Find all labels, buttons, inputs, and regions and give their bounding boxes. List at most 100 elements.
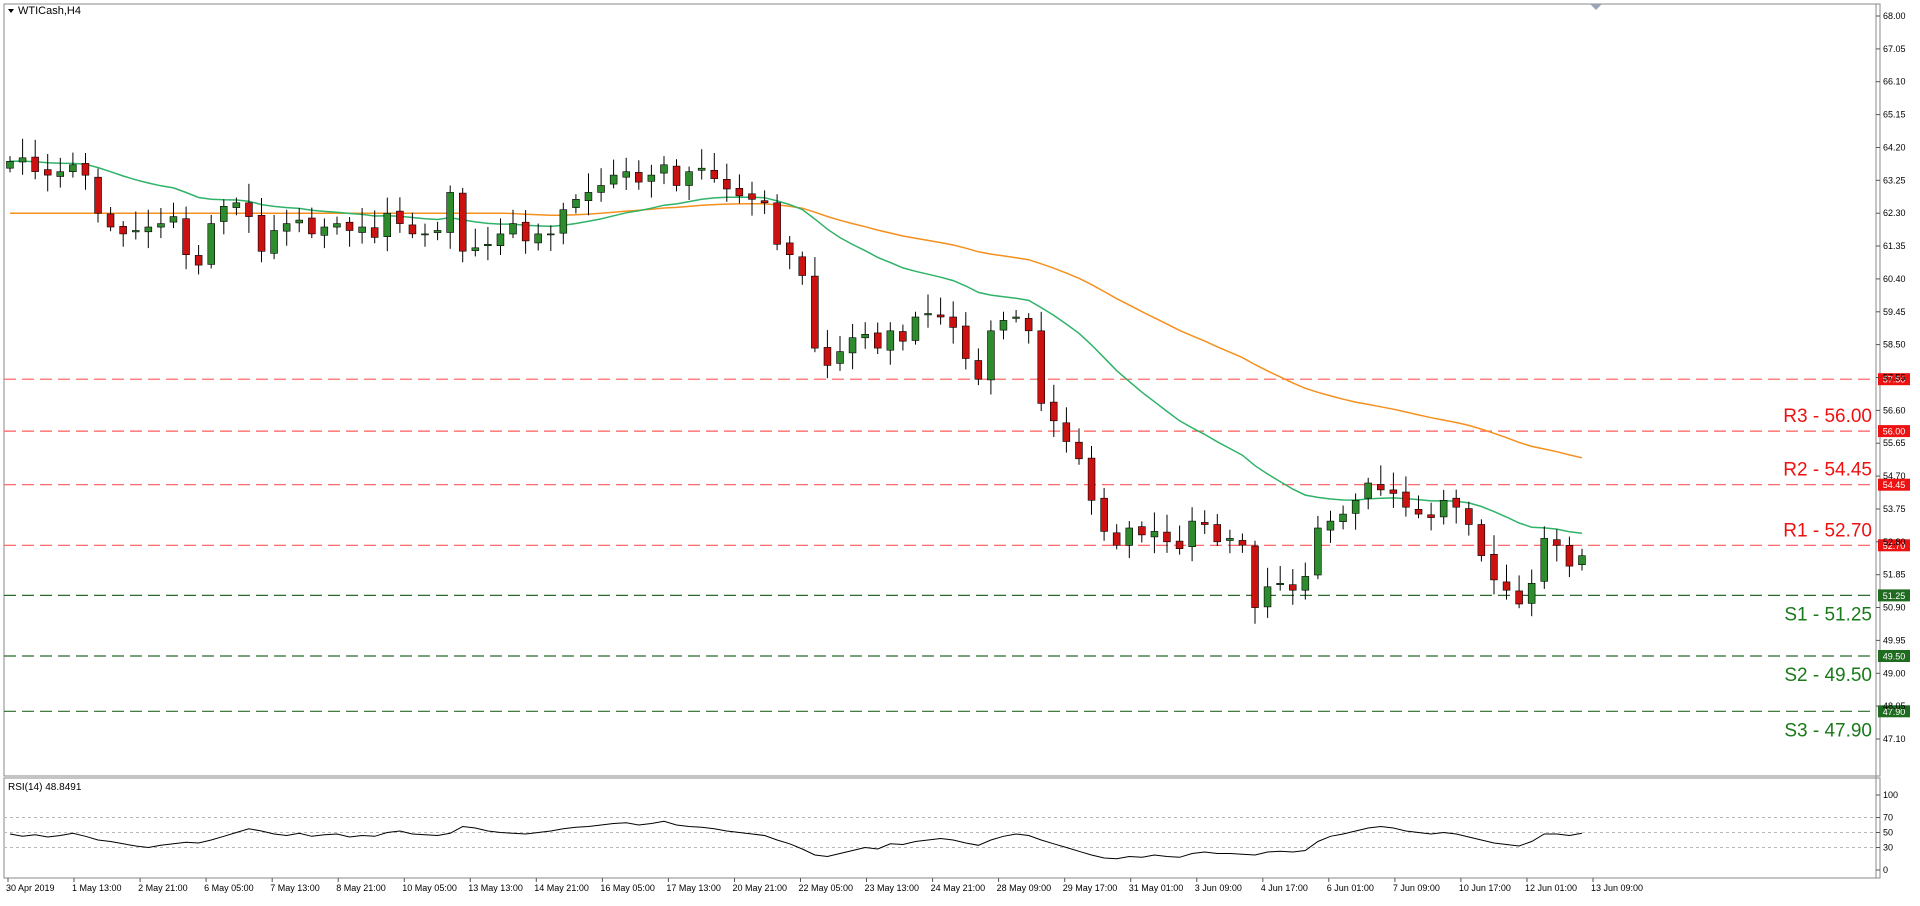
chart-title: WTICash,H4 (18, 5, 81, 17)
y-tick-label: 63.25 (1883, 175, 1906, 185)
chart-shift-marker-icon[interactable] (1590, 4, 1602, 10)
candle-body (1351, 499, 1360, 514)
level-r3-price-tag-text: 56.00 (1883, 427, 1906, 437)
candle-body (999, 320, 1008, 331)
dropdown-triangle-icon[interactable] (8, 9, 14, 13)
level-r2-price-tag-text: 54.45 (1883, 480, 1906, 490)
x-tick-label: 13 Jun 09:00 (1591, 883, 1643, 893)
candle-body (1112, 532, 1121, 546)
candle-body (308, 217, 316, 235)
candle-body (1452, 497, 1461, 508)
candle-body (974, 360, 983, 380)
moving-averages-layer (9, 160, 1583, 535)
candle-body (1062, 422, 1071, 442)
y-tick-label: 67.05 (1883, 44, 1906, 54)
x-tick-label: 29 May 17:00 (1063, 883, 1118, 893)
candle-body (1339, 513, 1347, 522)
candle-body (69, 164, 77, 173)
candle-body (1163, 531, 1171, 543)
candle-body (333, 223, 341, 228)
candle-body (1326, 520, 1335, 531)
level-r2-price-tag (1878, 478, 1910, 491)
candle-body (1364, 482, 1372, 499)
candle-body (169, 216, 178, 223)
candle-body (735, 188, 744, 197)
candle-body (1502, 581, 1511, 591)
x-tick-label: 2 May 21:00 (138, 883, 188, 893)
candle-body (132, 230, 140, 233)
x-axis-layer: 30 Apr 2019 1 May 13:00 2 May 21:00 6 May 0… (6, 878, 1643, 893)
candle-body (823, 347, 832, 366)
candle-body (559, 209, 568, 234)
candle-body (446, 192, 454, 233)
candle-body (509, 223, 517, 235)
y-tick-label: 66.10 (1883, 77, 1906, 87)
candle-body (811, 275, 819, 349)
level-s2-price-tag (1878, 650, 1910, 662)
candle-body (282, 223, 291, 232)
y-tick-label: 65.15 (1883, 110, 1906, 120)
y-tick-label: 57.55 (1883, 373, 1906, 383)
candle-body (270, 230, 278, 254)
x-tick-label: 16 May 05:00 (600, 883, 655, 893)
x-tick-label: 1 May 13:00 (72, 883, 122, 893)
x-tick-label: 17 May 13:00 (666, 883, 721, 893)
candle-body (408, 224, 417, 235)
candle-body (723, 179, 731, 190)
x-tick-label: 22 May 05:00 (799, 883, 854, 893)
candle-body (1050, 401, 1058, 422)
candle-body (1490, 553, 1498, 581)
candle-body (1238, 540, 1247, 546)
candle-body (886, 330, 895, 351)
level-s2-price-tag-text: 49.50 (1883, 652, 1906, 662)
candle-body (1540, 538, 1549, 582)
y-tick-label: 54.70 (1883, 471, 1906, 481)
candle-body (1402, 491, 1410, 508)
sr-levels-layer: 57.50 56.00 R3 - 56.00 54.45 R2 - 54.45 52.70… (4, 373, 1910, 741)
candle-body (157, 223, 165, 228)
candle-body (320, 226, 329, 236)
rsi-y-tick-label: 100 (1883, 790, 1898, 800)
level-57-50-price-tag (1878, 373, 1910, 386)
x-tick-label: 6 Jun 01:00 (1327, 883, 1374, 893)
candle-body (672, 165, 681, 186)
candle-body (1024, 317, 1033, 332)
level-s1-label: S1 - 51.25 (1784, 604, 1872, 625)
y-tick-label: 47.10 (1883, 734, 1906, 744)
candle-body (81, 163, 90, 176)
candle-body (207, 223, 216, 265)
candle-body (1226, 538, 1234, 541)
candle-body (1465, 508, 1473, 525)
x-tick-label: 10 May 05:00 (402, 883, 457, 893)
candle-body (471, 247, 480, 251)
candle-body (660, 164, 668, 174)
candle-body (484, 244, 492, 247)
rsi-title: RSI(14) 48.8491 (8, 782, 82, 793)
candle-body (584, 192, 593, 201)
y-tick-label: 60.40 (1883, 274, 1906, 284)
candle-body (873, 332, 882, 349)
candle-body (232, 202, 241, 208)
y-tick-label: 59.45 (1883, 307, 1906, 317)
candle-body (1377, 484, 1385, 491)
candle-body (936, 314, 945, 318)
y-tick-label: 55.65 (1883, 438, 1906, 448)
candle-body (748, 193, 756, 200)
candle-body (861, 333, 869, 339)
candles-layer (6, 138, 1586, 624)
rsi-y-tick-label: 70 (1883, 813, 1893, 823)
candle-body (1553, 539, 1561, 546)
x-tick-label: 23 May 13:00 (865, 883, 920, 893)
candle-body (396, 210, 404, 224)
candle-body (6, 161, 14, 169)
y-tick-label: 53.75 (1883, 504, 1906, 514)
candle-body (924, 313, 932, 316)
candle-body (1037, 330, 1046, 404)
candle-body (647, 174, 656, 182)
candle-body (987, 330, 995, 381)
candle-body (1301, 576, 1310, 591)
main-chart-frame (3, 3, 1881, 777)
x-tick-label: 4 Jun 17:00 (1261, 883, 1308, 893)
